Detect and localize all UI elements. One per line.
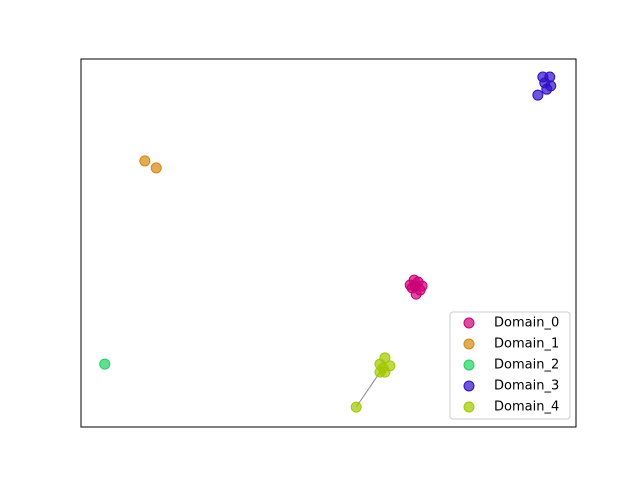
point xyxy=(150,162,162,174)
legend-label: Domain_3 xyxy=(494,379,559,394)
point xyxy=(139,155,151,167)
point xyxy=(409,280,421,292)
legend-label: Domain_4 xyxy=(494,400,559,415)
point xyxy=(99,358,111,370)
legend-label: Domain_0 xyxy=(494,316,559,331)
point xyxy=(350,401,362,413)
connector xyxy=(355,371,381,408)
legend-marker xyxy=(463,338,475,350)
legend-label: Domain_1 xyxy=(494,337,559,352)
legend-marker xyxy=(463,380,475,392)
legend-label: Domain_2 xyxy=(494,358,559,373)
legend-marker xyxy=(463,401,475,413)
point xyxy=(532,89,544,101)
legend-box xyxy=(449,311,571,420)
point xyxy=(379,366,391,378)
point xyxy=(541,83,553,95)
legend-marker xyxy=(463,317,475,329)
plot-frame xyxy=(80,58,577,428)
legend-marker xyxy=(463,359,475,371)
